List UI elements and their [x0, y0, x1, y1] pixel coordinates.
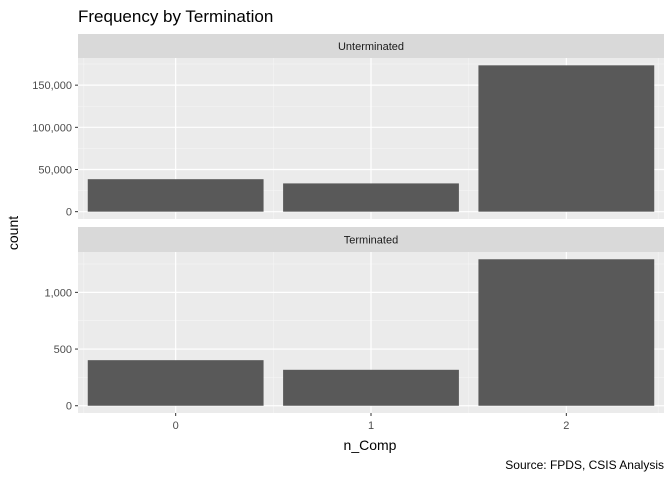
x-tick-label: 1	[368, 420, 374, 432]
x-axis: 0 1 2	[173, 413, 569, 432]
chart-title: Frequency by Termination	[78, 7, 273, 26]
y-tick-label: 150,000	[32, 80, 72, 92]
x-tick-label: 0	[173, 420, 179, 432]
bar-terminated-2	[478, 259, 655, 406]
facet-panel-terminated: Terminated 0 500 1,000	[44, 227, 664, 413]
y-axis-title: count	[5, 216, 21, 250]
bar-unterminated-0	[87, 179, 264, 212]
bar-unterminated-2	[478, 65, 655, 212]
chart-caption: Source: FPDS, CSIS Analysis	[505, 458, 664, 472]
bar-unterminated-1	[283, 183, 459, 212]
chart-panels: Unterminated 0 50,000 100,000 150,000 Termina…	[32, 34, 664, 413]
bar-terminated-1	[283, 369, 459, 406]
facet-panel-unterminated: Unterminated 0 50,000 100,000 150,000	[32, 34, 664, 219]
y-tick-label: 1,000	[44, 287, 72, 299]
facet-strip-label: Unterminated	[338, 41, 404, 53]
y-tick-label: 500	[54, 344, 72, 356]
facet-strip	[78, 34, 664, 58]
bar-terminated-0	[87, 360, 264, 406]
facet-strip	[78, 227, 664, 252]
x-axis-title: n_Comp	[344, 437, 397, 453]
y-tick-label: 0	[66, 401, 72, 413]
x-tick-label: 2	[563, 420, 569, 432]
y-tick-label: 50,000	[38, 164, 72, 176]
y-tick-label: 100,000	[32, 122, 72, 134]
y-tick-label: 0	[66, 207, 72, 219]
facet-strip-label: Terminated	[344, 235, 398, 247]
